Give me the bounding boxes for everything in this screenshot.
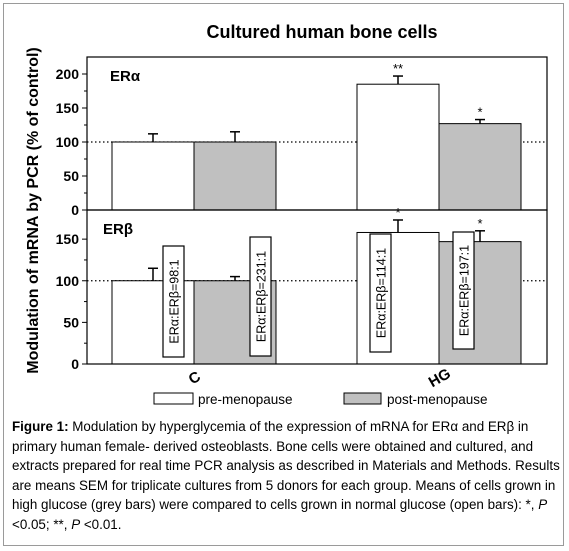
ratio-annotation-box — [249, 236, 272, 357]
legend-label-pre-menopause: pre-menopause — [198, 392, 293, 407]
y-tick-label: 100 — [56, 273, 80, 289]
caption-label: Figure 1: — [12, 419, 69, 434]
legend-swatch-pre-menopause — [153, 392, 194, 405]
significance-mark: * — [477, 105, 482, 120]
y-axis-label: Modulation of mRNA by PCR (% of control) — [25, 47, 42, 373]
caption-p1: P — [538, 497, 548, 513]
bar-er-alpha-post-menopause-C — [193, 141, 277, 211]
significance-mark: ** — [393, 61, 403, 76]
figure-frame — [3, 3, 564, 546]
bar-er-alpha-post-menopause-HG — [438, 123, 522, 211]
caption-text: Modulation by hyperglycemia of the expre… — [12, 419, 560, 513]
ratio-annotation-box — [162, 245, 185, 358]
ratio-annotation-label: ERα:ERβ=197:1 — [458, 245, 472, 336]
caption-p2: P — [71, 516, 81, 532]
panel-frame — [86, 209, 548, 365]
ratio-annotation-label: ERα:ERβ=231:1 — [255, 251, 269, 342]
x-category-label: HG — [426, 365, 454, 391]
bar-er-beta-post-menopause-HG — [438, 241, 522, 365]
bar-chart: Cultured human bone cells Modulation of m… — [25, 22, 548, 407]
legend-label-post-menopause: post-menopause — [387, 392, 488, 407]
x-category-label: C — [186, 368, 204, 388]
y-tick-label: 100 — [56, 134, 80, 150]
bar-er-alpha-pre-menopause-C — [111, 141, 195, 211]
figure-caption: Figure 1: Modulation by hyperglycemia of… — [12, 417, 560, 535]
bar-er-beta-pre-menopause-HG — [356, 231, 440, 365]
bar-er-alpha-pre-menopause-HG — [356, 83, 440, 211]
y-tick-label: 150 — [56, 231, 80, 247]
ratio-annotation-label: ERα:ERβ=114:1 — [375, 248, 389, 338]
ratio-annotation-label: ERα:ERβ=98:1 — [168, 259, 182, 343]
y-tick-label: 50 — [63, 168, 79, 184]
panel-label: ERβ — [103, 221, 133, 238]
y-tick-label: 0 — [71, 356, 79, 372]
y-tick-label: 150 — [56, 100, 80, 116]
chart-title: Cultured human bone cells — [206, 22, 437, 42]
y-tick-label: 0 — [71, 202, 79, 218]
panel-label: ERα — [110, 68, 141, 85]
significance-mark: * — [395, 205, 400, 220]
legend-swatch-post-menopause — [343, 392, 382, 405]
caption-t1: <0.05; **, — [12, 516, 72, 532]
y-tick-label: 50 — [63, 314, 79, 330]
significance-mark: * — [477, 216, 482, 231]
y-tick-label: 200 — [56, 66, 80, 82]
ratio-annotation-box — [452, 231, 475, 350]
ratio-annotation-box — [369, 233, 392, 353]
caption-t2: <0.01. — [80, 516, 122, 532]
